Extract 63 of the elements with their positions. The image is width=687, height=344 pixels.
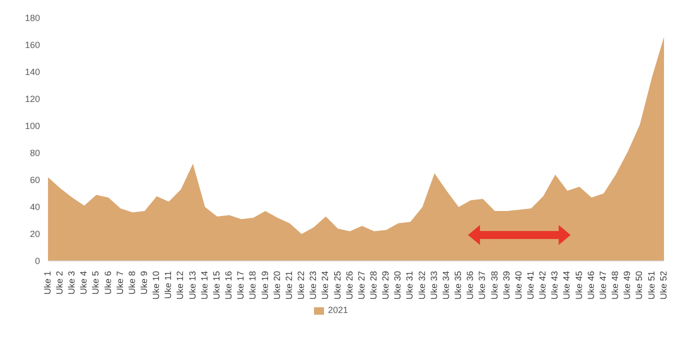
x-tick-label: Uke 36: [465, 271, 476, 300]
x-tick-label: Uke 8: [126, 271, 137, 295]
x-tick-label: Uke 17: [236, 271, 246, 300]
x-tick-label: Uke 49: [622, 271, 632, 300]
x-tick-label: Uke 44: [562, 271, 572, 300]
x-tick-label: Uke 9: [139, 271, 150, 295]
x-tick-label: Uke 3: [66, 271, 77, 295]
x-tick-label: Uke 47: [598, 271, 608, 300]
x-tick-label: Uke 33: [428, 271, 439, 300]
y-tick-label: 20: [30, 229, 40, 240]
x-tick-label: Uke 2: [54, 271, 64, 295]
x-tick-label: Uke 46: [586, 271, 596, 300]
legend-label: 2021: [328, 305, 348, 315]
x-tick-label: Uke 45: [574, 271, 584, 300]
x-tick-label: Uke 5: [90, 271, 101, 295]
y-tick-label: 180: [24, 13, 40, 24]
x-tick-label: Uke 32: [416, 271, 427, 300]
x-tick-label: Uke 28: [368, 271, 379, 300]
x-tick-label: Uke 29: [380, 271, 391, 300]
x-tick-label: Uke 31: [404, 271, 415, 300]
x-tick-label: Uke 52: [658, 271, 668, 300]
x-tick-label: Uke 21: [284, 271, 294, 300]
x-tick-label: Uke 22: [296, 271, 306, 300]
y-tick-label: 0: [34, 256, 40, 266]
x-tick-label: Uke 50: [634, 271, 644, 300]
y-tick-label: 140: [24, 67, 40, 78]
x-tick-label: Uke 37: [477, 271, 488, 300]
x-tick-label: Uke 42: [538, 271, 548, 300]
x-tick-label: Uke 41: [526, 271, 536, 300]
x-tick-label: Uke 43: [550, 271, 560, 300]
y-tick-label: 60: [30, 175, 40, 186]
x-tick-label: Uke 13: [187, 271, 198, 300]
y-tick-label: 40: [30, 202, 40, 212]
y-tick-label: 100: [24, 121, 40, 132]
y-tick-label: 160: [24, 40, 40, 50]
x-tick-label: Uke 16: [224, 271, 234, 300]
x-tick-label: Uke 34: [440, 271, 451, 300]
x-tick-label: Uke 24: [320, 271, 330, 300]
x-tick-label: Uke 38: [489, 271, 500, 300]
x-tick-label: Uke 15: [211, 271, 222, 300]
x-tick-label: Uke 25: [332, 271, 342, 300]
x-tick-label: Uke 6: [102, 271, 113, 295]
x-tick-label: Uke 26: [344, 271, 354, 300]
x-tick-label: Uke 35: [453, 271, 464, 300]
y-tick-label: 120: [24, 94, 40, 104]
x-tick-label: Uke 48: [610, 271, 620, 300]
x-tick-label: Uke 12: [175, 271, 186, 300]
x-tick-label: Uke 27: [356, 271, 366, 300]
x-tick-label: Uke 18: [248, 271, 258, 300]
x-tick-label: Uke 40: [513, 271, 524, 300]
x-tick-label: Uke 1: [42, 271, 52, 295]
x-tick-label: Uke 30: [392, 271, 403, 300]
x-tick-label: Uke 19: [260, 271, 270, 300]
x-tick-label: Uke 4: [78, 271, 89, 295]
x-tick-label: Uke 14: [199, 271, 210, 300]
x-tick-label: Uke 39: [501, 271, 512, 300]
x-tick-label: Uke 7: [114, 271, 125, 295]
y-tick-label: 80: [30, 148, 40, 158]
x-tick-label: Uke 23: [308, 271, 318, 300]
x-tick-label: Uke 11: [163, 271, 174, 299]
x-tick-label: Uke 51: [646, 271, 656, 300]
x-tick-label: Uke 10: [151, 271, 162, 300]
x-tick-label: Uke 20: [272, 271, 282, 300]
